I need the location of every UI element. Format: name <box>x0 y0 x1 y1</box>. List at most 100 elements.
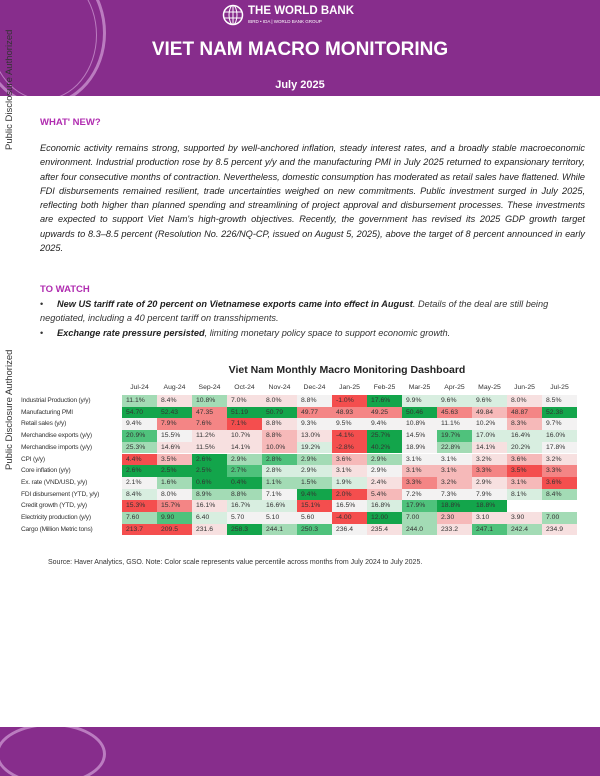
table-cell: 40.2% <box>367 441 402 454</box>
table-cell: 9.4% <box>297 488 332 501</box>
column-header: Aug-24 <box>163 384 186 391</box>
table-cell: 2.9% <box>227 453 262 466</box>
table-cell: 51.19 <box>227 406 262 419</box>
table-cell: 3.5% <box>507 465 542 477</box>
table-cell: 7.0% <box>227 395 262 407</box>
world-bank-logo: THE WORLD BANK IBRD • IDA | WORLD BANK G… <box>222 4 354 26</box>
table-cell: 8.3% <box>507 418 542 431</box>
table-cell: 16.0% <box>542 430 577 442</box>
table-cell: 16.5% <box>332 500 367 512</box>
table-cell: 2.9% <box>472 476 507 489</box>
table-cell: 0.6% <box>192 476 227 489</box>
column-header: Oct-24 <box>234 384 255 391</box>
table-cell: 5.10 <box>262 512 297 524</box>
table-cell: 19.7% <box>437 430 472 442</box>
table-cell: -2.8% <box>332 441 367 454</box>
table-cell: 19.2% <box>297 441 332 454</box>
decorative-ring <box>0 727 106 776</box>
table-cell: 11.1% <box>122 395 157 407</box>
table-cell: 12.00 <box>367 512 402 524</box>
to-watch-heading: TO WATCH <box>40 284 90 295</box>
globe-icon <box>222 4 244 26</box>
table-cell: 8.4% <box>157 395 192 407</box>
table-cell: 3.2% <box>472 453 507 466</box>
table-cell: 14.5% <box>402 430 437 442</box>
table-cell: 9.90 <box>157 512 192 524</box>
table-cell: 48.87 <box>507 406 542 419</box>
table-cell: 9.9% <box>402 395 437 407</box>
row-label: Merchandise exports (y/y) <box>21 432 92 440</box>
table-cell: 3.1% <box>402 465 437 477</box>
table-cell: 236.4 <box>332 523 367 536</box>
table-cell: 1.9% <box>332 476 367 489</box>
watch-bullet: • Exchange rate pressure persisted, limit… <box>40 328 451 338</box>
table-cell: 7.9% <box>157 418 192 431</box>
whats-new-body: Economic activity remains strong, suppor… <box>40 143 585 254</box>
table-cell: 25.3% <box>122 441 157 454</box>
table-cell: 3.10 <box>472 512 507 524</box>
table-cell: 10.7% <box>227 430 262 442</box>
table-cell: 15.3% <box>122 500 157 512</box>
column-header: Apr-25 <box>444 384 465 391</box>
report-header: THE WORLD BANK IBRD • IDA | WORLD BANK G… <box>0 0 600 96</box>
table-cell: 242.4 <box>507 523 542 536</box>
table-cell: 17.0% <box>472 430 507 442</box>
table-cell: 2.6% <box>192 453 227 466</box>
table-cell: 25.7% <box>367 430 402 442</box>
table-cell: 2.6% <box>122 465 157 477</box>
table-cell: 16.1% <box>192 500 227 512</box>
table-cell: 7.60 <box>122 512 157 524</box>
table-cell: 7.6% <box>192 418 227 431</box>
table-cell: 0.4% <box>227 476 262 489</box>
table-cell: 50.46 <box>402 406 437 419</box>
table-cell: 8.0% <box>507 395 542 407</box>
table-cell: 50.79 <box>262 406 297 419</box>
table-cell: 45.63 <box>437 406 472 419</box>
report-footer <box>0 727 600 776</box>
table-cell: 10.0% <box>262 441 297 454</box>
table-cell: 6.40 <box>192 512 227 524</box>
table-cell: 22.8% <box>437 441 472 454</box>
table-cell: 14.1% <box>227 441 262 454</box>
table-cell: 9.4% <box>367 418 402 431</box>
table-cell: 7.3% <box>437 488 472 501</box>
dashboard-title: Viet Nam Monthly Macro Monitoring Dashbo… <box>228 364 466 376</box>
table-cell: 3.6% <box>332 453 367 466</box>
column-header: Nov-24 <box>268 384 291 391</box>
table-cell: 234.9 <box>542 523 577 536</box>
column-header: Jul-24 <box>130 384 149 391</box>
disclosure-label: Public Disclosure Authorized <box>4 29 15 150</box>
table-cell: 247.1 <box>472 523 507 536</box>
row-label: FDI disbursement (YTD, y/y) <box>21 490 100 498</box>
table-cell: 213.7 <box>122 523 157 536</box>
table-cell: 17.6% <box>367 395 402 407</box>
table-cell: 16.8% <box>367 500 402 512</box>
table-cell: 235.4 <box>367 523 402 536</box>
table-cell: 18.8% <box>437 500 472 512</box>
table-cell: 11.5% <box>192 441 227 454</box>
table-cell: 2.8% <box>262 453 297 466</box>
bullet-text: . Details of the deal are still being ne… <box>40 299 549 324</box>
table-cell: 3.1% <box>437 453 472 466</box>
table-cell: 3.5% <box>157 453 192 466</box>
bullet-bold: New US tariff rate of 20 percent on Viet… <box>57 299 413 309</box>
table-cell: 2.9% <box>297 465 332 477</box>
disclosure-label: Public Disclosure Authorized <box>4 349 15 470</box>
column-header: Jul-25 <box>550 384 569 391</box>
row-label: Electricity production (y/y) <box>21 514 91 521</box>
org-subtitle: IBRD • IDA | WORLD BANK GROUP <box>248 18 322 24</box>
table-cell: 48.93 <box>332 406 367 419</box>
table-cell: 14.6% <box>157 441 192 454</box>
table-cell: 2.8% <box>262 465 297 477</box>
table-cell: 9.6% <box>472 395 507 407</box>
table-cell: 17.8% <box>542 441 577 454</box>
table-cell: -1.0% <box>332 395 367 407</box>
table-cell: 11.2% <box>192 430 227 442</box>
table-cell: 9.3% <box>297 418 332 431</box>
table-cell: 5.4% <box>367 488 402 501</box>
table-cell: 8.8% <box>262 418 297 431</box>
whats-new-heading: WHAT' NEW? <box>40 117 101 128</box>
table-cell: 18.8% <box>472 500 507 512</box>
table-cell: 8.5% <box>542 395 577 407</box>
table-cell: 52.38 <box>542 406 577 419</box>
